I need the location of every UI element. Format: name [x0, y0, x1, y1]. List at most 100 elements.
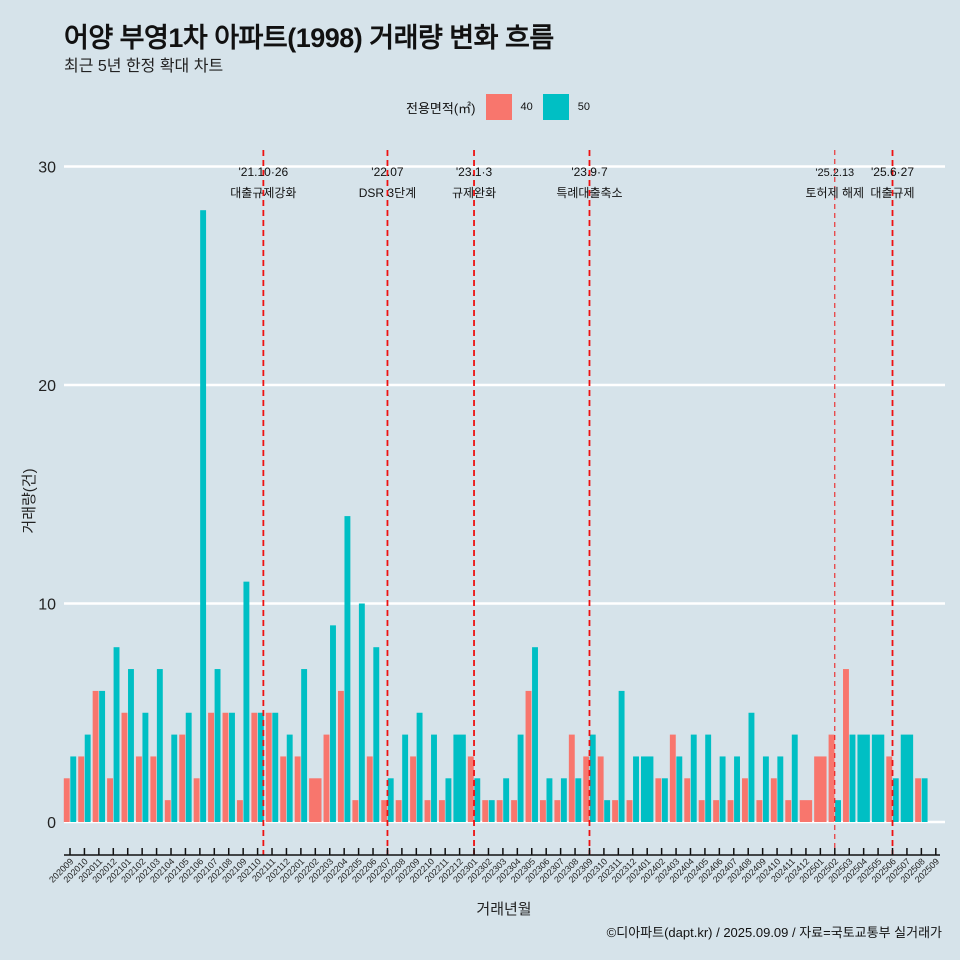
bar-40-202205 — [352, 800, 359, 822]
bar-50-202407 — [734, 756, 740, 822]
bar-40-202405 — [698, 800, 705, 822]
y-tick-label: 0 — [47, 815, 56, 832]
bar-40-202211 — [438, 800, 445, 822]
legend-label-40: 40 — [520, 101, 533, 113]
bar-40-202101 — [121, 712, 128, 822]
event-label: 토허제 해제 — [806, 186, 865, 200]
bar-40-202111 — [265, 712, 272, 822]
bar-50-202505 — [871, 734, 885, 822]
bar-40-202402 — [655, 778, 662, 822]
bar-50-202310 — [604, 800, 611, 822]
bar-40-202506 — [886, 756, 893, 822]
bar-50-202102 — [142, 712, 149, 822]
bar-50-202010 — [84, 734, 91, 822]
bar-50-202105 — [185, 712, 192, 822]
bar-40-202307 — [554, 800, 561, 822]
bar-40-202112 — [280, 756, 287, 822]
bar-50-202209 — [416, 712, 423, 822]
bar-40-202202 — [309, 778, 322, 822]
bar-40-202009 — [63, 778, 70, 822]
bar-40-202104 — [164, 800, 171, 822]
bar-40-202311 — [612, 800, 619, 822]
bar-50-202112 — [286, 734, 293, 822]
bar-40-202408 — [742, 778, 748, 822]
bar-50-202210 — [431, 734, 437, 822]
bar-40-202306 — [539, 800, 546, 822]
legend-swatch-40 — [485, 94, 512, 120]
bar-50-202307 — [560, 778, 567, 822]
bar-50-202402 — [661, 778, 668, 822]
bar-50-202311 — [618, 690, 625, 822]
bar-50-202409 — [762, 756, 769, 822]
bar-50-202303 — [503, 778, 510, 822]
bar-50-202206 — [373, 647, 380, 822]
bar-40-202412 — [799, 800, 813, 822]
event-date-label: '25.2.13 — [815, 167, 854, 179]
bar-50-202103 — [156, 669, 163, 822]
bar-50-202309 — [589, 734, 596, 822]
bar-40-202403 — [669, 734, 676, 822]
bar-40-202503 — [843, 669, 849, 822]
bar-40-202406 — [713, 800, 720, 822]
x-axis-label: 거래년월 — [476, 901, 531, 918]
bar-50-202410 — [777, 756, 784, 822]
event-date-label: '22.07 — [371, 165, 404, 179]
bar-40-202502 — [828, 734, 835, 822]
bar-50-202404 — [690, 734, 697, 822]
bar-50-202107 — [214, 669, 221, 822]
bar-40-202206 — [366, 756, 373, 822]
bar-50-202302 — [488, 800, 495, 822]
bar-50-202506 — [892, 778, 899, 822]
event-label: 특례대출축소 — [556, 186, 622, 200]
bar-50-202012 — [113, 647, 120, 822]
bar-50-202504 — [857, 734, 870, 822]
bar-50-202208 — [402, 734, 409, 822]
event-label: 규제완화 — [452, 186, 496, 200]
bar-40-202310 — [597, 756, 604, 822]
event-label: 대출규제 — [870, 186, 914, 200]
bar-50-202110 — [257, 712, 264, 822]
bar-50-202406 — [719, 756, 726, 822]
y-tick-label: 10 — [38, 597, 56, 614]
bar-40-202105 — [179, 734, 186, 822]
event-date-label: '23.1·3 — [456, 165, 493, 179]
bar-50-202101 — [128, 669, 134, 822]
bar-40-202305 — [525, 690, 532, 822]
bar-50-202207 — [387, 778, 394, 822]
bar-50-202312 — [633, 756, 639, 822]
bar-40-202209 — [410, 756, 417, 822]
bar-50-202502 — [835, 800, 841, 822]
bar-50-202204 — [344, 516, 351, 822]
bar-50-202205 — [358, 603, 365, 822]
bar-50-202401 — [641, 756, 654, 822]
bar-40-202207 — [381, 800, 388, 822]
y-tick-label: 30 — [38, 160, 56, 177]
bar-40-202203 — [323, 734, 330, 822]
bar-50-202507 — [900, 734, 914, 822]
bar-40-202508 — [915, 778, 922, 822]
legend-label-50: 50 — [577, 101, 590, 113]
bar-50-202305 — [532, 647, 538, 822]
bar-40-202107 — [208, 712, 214, 822]
bar-50-202212 — [453, 734, 466, 822]
bar-40-202411 — [785, 800, 792, 822]
legend: 전용면적(㎡) 40 50 — [406, 93, 600, 121]
bar-50-202108 — [229, 712, 235, 822]
event-date-label: '25.6·27 — [871, 165, 914, 179]
chart-subtitle: 최근 5년 한정 확대 차트 — [64, 58, 224, 75]
event-date-label: '23.9·7 — [571, 165, 608, 179]
bar-40-202409 — [756, 800, 763, 822]
bar-50-202411 — [791, 734, 798, 822]
bar-50-202109 — [243, 581, 250, 822]
bar-40-202302 — [482, 800, 489, 822]
bar-40-202308 — [568, 734, 575, 822]
bar-50-202304 — [517, 734, 524, 822]
bar-40-202501 — [814, 756, 827, 822]
bar-50-202306 — [546, 778, 553, 822]
bar-50-202201 — [301, 669, 308, 822]
event-label: DSR 3단계 — [359, 186, 416, 200]
bar-50-202403 — [676, 756, 683, 822]
bar-40-202010 — [78, 756, 85, 822]
bar-50-202211 — [445, 778, 452, 822]
